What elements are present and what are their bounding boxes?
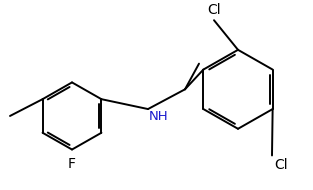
Text: NH: NH	[149, 110, 169, 123]
Text: Cl: Cl	[274, 158, 288, 172]
Text: F: F	[68, 158, 76, 171]
Text: Cl: Cl	[207, 3, 221, 17]
